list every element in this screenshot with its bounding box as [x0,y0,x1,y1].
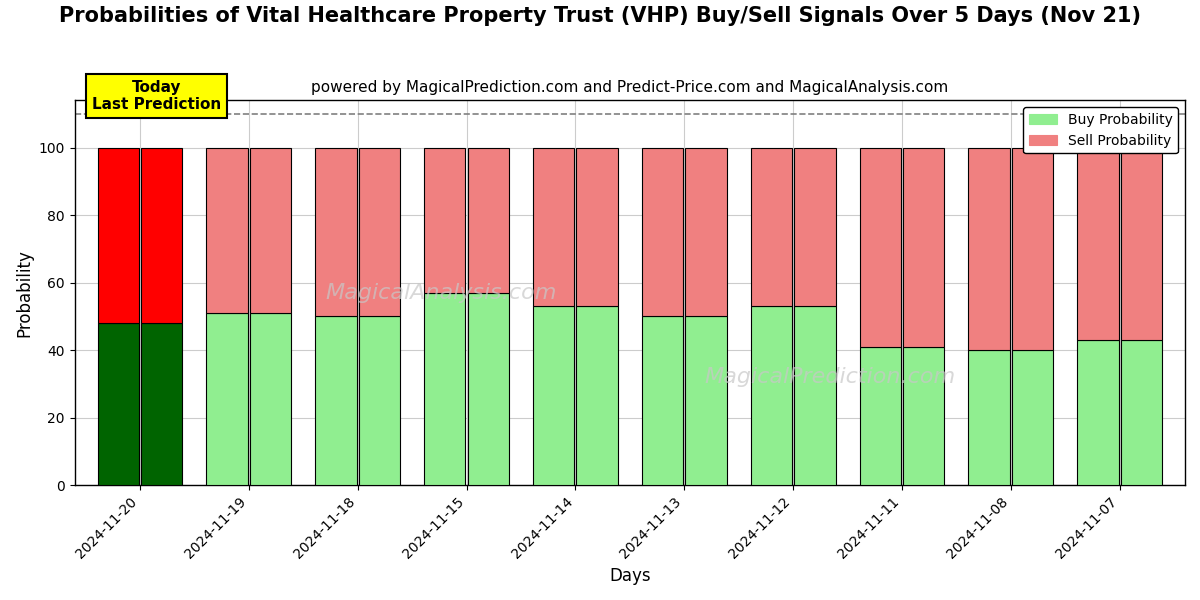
Bar [206,313,247,485]
Title: powered by MagicalPrediction.com and Predict-Price.com and MagicalAnalysis.com: powered by MagicalPrediction.com and Pre… [311,80,948,95]
Bar [424,148,466,293]
Bar [968,350,1009,485]
Bar [97,323,139,485]
Bar [359,316,400,485]
Bar [533,148,575,306]
X-axis label: Days: Days [610,567,650,585]
Bar [794,148,835,306]
Bar [904,148,944,347]
Bar [904,347,944,485]
Bar [685,148,727,316]
Bar [642,316,683,485]
Bar [97,148,139,323]
Bar [859,347,901,485]
Bar [1121,340,1162,485]
Bar [206,148,247,313]
Bar [250,313,292,485]
Text: Probabilities of Vital Healthcare Property Trust (VHP) Buy/Sell Signals Over 5 D: Probabilities of Vital Healthcare Proper… [59,6,1141,26]
Bar [142,323,182,485]
Bar [1078,148,1118,340]
Y-axis label: Probability: Probability [16,249,34,337]
Bar [1078,340,1118,485]
Bar [1012,148,1054,350]
Bar [685,316,727,485]
Bar [359,148,400,316]
Legend: Buy Probability, Sell Probability: Buy Probability, Sell Probability [1024,107,1178,154]
Bar [142,148,182,323]
Bar [533,306,575,485]
Bar [576,306,618,485]
Bar [316,316,356,485]
Bar [751,148,792,306]
Bar [316,148,356,316]
Bar [968,148,1009,350]
Bar [1012,350,1054,485]
Text: Today
Last Prediction: Today Last Prediction [91,80,221,112]
Bar [576,148,618,306]
Bar [751,306,792,485]
Bar [1121,148,1162,340]
Bar [424,293,466,485]
Bar [794,306,835,485]
Text: MagicalPrediction.com: MagicalPrediction.com [704,367,955,388]
Bar [642,148,683,316]
Text: MagicalAnalysis.com: MagicalAnalysis.com [325,283,557,303]
Bar [250,148,292,313]
Bar [468,148,509,293]
Bar [468,293,509,485]
Bar [859,148,901,347]
